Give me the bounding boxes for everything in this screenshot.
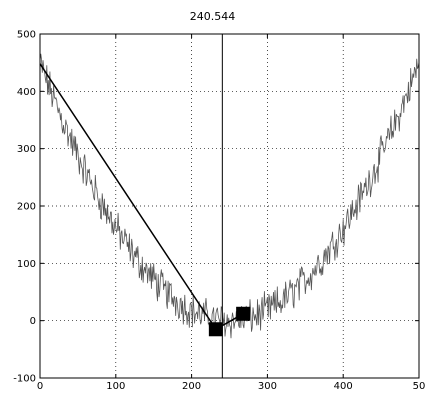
x-tick-label: 300 <box>258 381 277 390</box>
markers-layer <box>208 306 251 337</box>
grid-layer <box>40 34 419 378</box>
y-tick-label: 0 <box>30 316 36 327</box>
square-marker <box>236 306 251 321</box>
y-tick-label: 100 <box>17 259 36 270</box>
y-tick-label: 200 <box>17 202 36 213</box>
chart-title: 240.544 <box>189 10 236 23</box>
x-tick-label: 0 <box>37 381 43 390</box>
x-tick-label: 400 <box>334 381 353 390</box>
square-marker <box>208 322 223 337</box>
x-tick-label: 100 <box>106 381 125 390</box>
y-tick-label: 500 <box>17 30 36 41</box>
x-tick-label: 50 <box>413 381 425 390</box>
y-tick-label: 300 <box>17 144 36 155</box>
noisy-signal-line <box>39 53 420 339</box>
y-tick-label: 400 <box>17 87 36 98</box>
y-tick-label: -100 <box>13 374 36 385</box>
x-tick-label: 200 <box>182 381 201 390</box>
